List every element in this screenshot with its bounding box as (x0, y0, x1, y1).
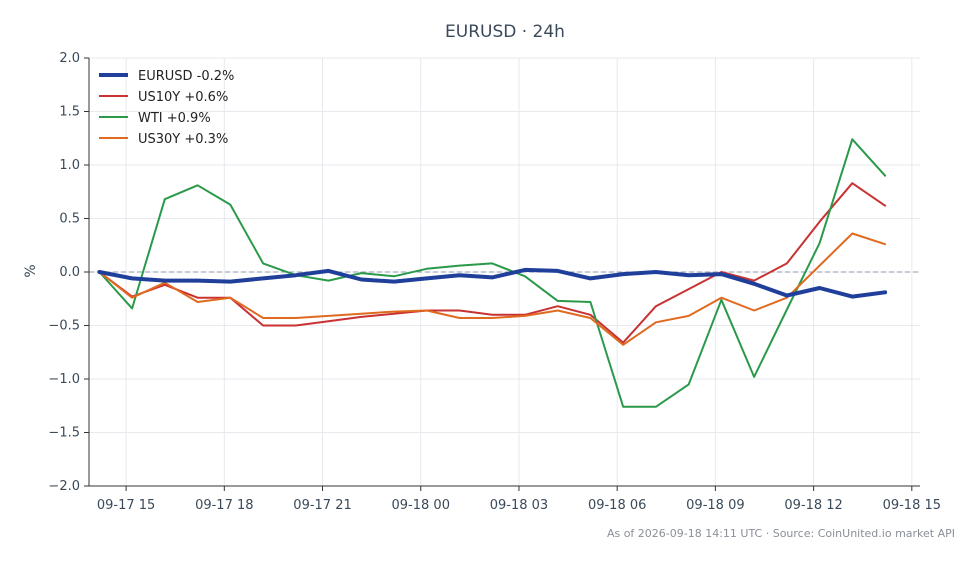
axes: 2.0 1.5 1.0 0.5 0.0 −0.5 −1.0 −1.5 −2.0 09-17 15 0… (48, 51, 941, 513)
y-tick-label: −1.0 (48, 372, 80, 387)
source-footer: As of 2026-09-18 14:11 UTC · Source: Coi… (607, 527, 955, 540)
legend-label-eurusd: EURUSD -0.2% (138, 69, 234, 84)
x-tick-label: 09-18 12 (784, 498, 842, 513)
x-tick-label: 09-18 09 (686, 498, 744, 513)
x-tick-label: 09-18 03 (490, 498, 548, 513)
grid (89, 57, 920, 487)
series-line-us30y (98, 232, 887, 346)
y-tick-label: 1.5 (59, 105, 80, 120)
y-tick-label: 2.0 (59, 51, 80, 66)
series-line-wti (98, 138, 887, 408)
y-tick-label: −0.5 (48, 319, 80, 334)
y-tick-label: −2.0 (48, 479, 80, 494)
y-tick-label: 0.5 (59, 212, 80, 227)
x-tick-label: 09-18 00 (392, 498, 450, 513)
series-lines (97, 138, 888, 408)
legend-label-us30y: US30Y +0.3% (138, 132, 228, 147)
chart-title: EURUSD · 24h (445, 22, 565, 42)
x-tick-label: 09-17 18 (195, 498, 253, 513)
x-tick-label: 09-17 21 (293, 498, 351, 513)
y-axis-label: % (23, 264, 39, 277)
x-tick-label: 09-17 15 (97, 498, 155, 513)
y-tick-label: 0.0 (59, 265, 80, 280)
legend: EURUSD -0.2% US10Y +0.6% WTI +0.9% US30Y +0… (99, 69, 234, 147)
series-line-eurusd (97, 267, 888, 299)
legend-label-wti: WTI +0.9% (138, 111, 211, 126)
y-tick-label: −1.5 (48, 426, 80, 441)
x-tick-label: 09-18 15 (883, 498, 941, 513)
legend-label-us10y: US10Y +0.6% (138, 90, 228, 105)
x-tick-label: 09-18 06 (588, 498, 646, 513)
y-tick-label: 1.0 (59, 158, 80, 173)
